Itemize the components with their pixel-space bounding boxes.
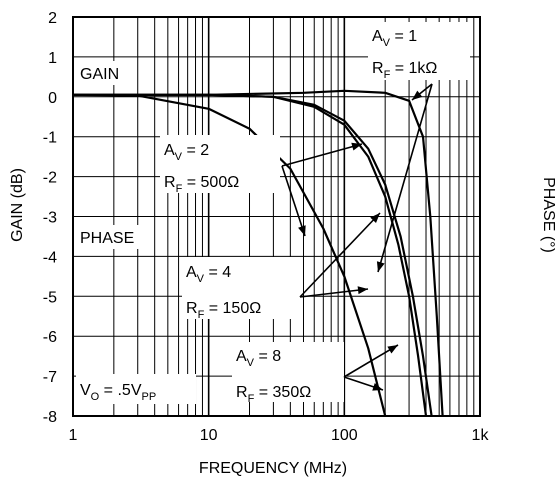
- annotation-rf-3: RF = 150Ω: [186, 300, 261, 321]
- arrow-av8-gain: [343, 344, 399, 378]
- annotation-1-bg: [368, 22, 470, 80]
- y-tick-label: 0: [48, 90, 57, 107]
- annotation-4-bg: [232, 342, 344, 402]
- y-tick-label: -5: [43, 289, 57, 306]
- phase-label-bg: [77, 225, 153, 249]
- x-tick-label: 1: [69, 427, 78, 444]
- y-tick-label: 2: [48, 10, 57, 27]
- gain-region-label: GAIN: [80, 66, 119, 83]
- y2-tick-label: -90: [487, 0, 510, 4]
- y2-tick-label: -135: [487, 0, 519, 4]
- series-gain-av1: [73, 89, 444, 417]
- tick-labels: 1101001k210-1-2-3-4-5-6-7-80-45-90-135-1…: [43, 0, 519, 444]
- arrow-av2-gain: [281, 143, 363, 167]
- arrow-av8-phase-head: [372, 383, 383, 391]
- arrow-av2-phase: [281, 165, 306, 237]
- annotation-labels: GAIN PHASE VO = .5VPP AV = 1 RF = 1kΩ AV = 2 R…: [76, 22, 470, 405]
- vout-condition-label: VO = .5VPP: [80, 382, 156, 403]
- annotation-av-2: AV = 2: [164, 142, 209, 163]
- arrow-av1-phase-head: [376, 261, 385, 272]
- y-tick-label: -6: [43, 329, 57, 346]
- annotation-av-1: AV = 1: [372, 28, 417, 49]
- x-tick-label: 10: [200, 427, 218, 444]
- condition-label-bg: [76, 374, 196, 404]
- arrow-av4-phase-head: [357, 286, 368, 295]
- gain-label-bg: [77, 61, 127, 85]
- y-tick-label: -4: [43, 249, 57, 266]
- y-axis-title: GAIN (dB): [9, 168, 26, 242]
- arrow-av1-gain-head: [412, 90, 423, 100]
- y2-tick-label: 0: [487, 0, 496, 4]
- annotation-3-bg: [182, 257, 300, 319]
- series-group: [72, 89, 444, 417]
- y2-tick-label: -225: [487, 0, 519, 4]
- annotation-rf-1: RF = 1kΩ: [372, 60, 437, 81]
- y-tick-label: -8: [43, 409, 57, 426]
- annotation-arrows: [281, 83, 433, 391]
- annotation-av-4: AV = 8: [236, 348, 281, 369]
- y-tick-label: -3: [43, 210, 57, 227]
- y2-tick-label: -180: [487, 0, 519, 4]
- arrow-av4-gain: [299, 212, 381, 298]
- x-tick-label: 100: [331, 427, 358, 444]
- y-tick-label: -1: [43, 130, 57, 147]
- y-tick-label: 1: [48, 50, 57, 67]
- x-tick-label: 1k: [472, 427, 490, 444]
- x-axis-title: FREQUENCY (MHz): [199, 460, 347, 477]
- annotation-rf-4: RF = 350Ω: [236, 384, 311, 405]
- series-gain-av8: [72, 93, 387, 417]
- annotation-2-bg: [160, 135, 280, 193]
- y2-axis-title: PHASE (°): [540, 177, 555, 253]
- y-tick-label: -2: [43, 170, 57, 187]
- y-tick-label: -7: [43, 369, 57, 386]
- arrow-av8-gain-head: [387, 345, 398, 354]
- arrow-av2-phase-head: [298, 225, 306, 236]
- y2-tick-label: -45: [487, 0, 510, 4]
- series-gain-av4: [73, 93, 428, 417]
- arrow-av4-phase: [299, 288, 369, 298]
- phase-region-label: PHASE: [80, 230, 134, 247]
- plot-frame: [72, 16, 481, 417]
- arrow-av4-gain-head: [370, 213, 380, 223]
- arrow-av1-phase: [377, 83, 433, 273]
- arrow-av2-gain-head: [351, 142, 362, 151]
- annotation-rf-2: RF = 500Ω: [164, 174, 239, 195]
- annotation-av-3: AV = 4: [186, 264, 231, 285]
